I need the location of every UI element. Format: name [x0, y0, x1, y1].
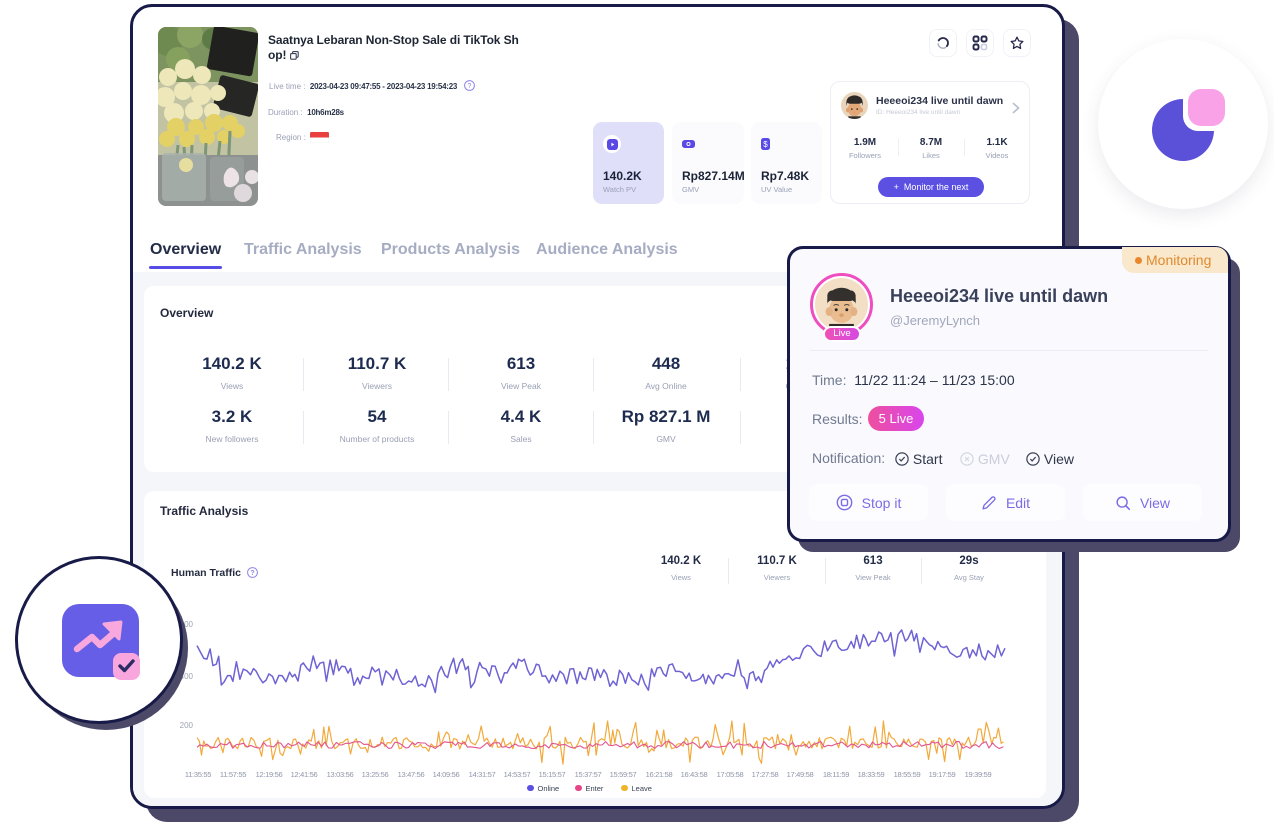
- svg-text:200: 200: [180, 721, 194, 730]
- svg-text:?: ?: [250, 570, 254, 577]
- svg-text:$: $: [763, 140, 768, 149]
- svg-text:400: 400: [180, 672, 194, 681]
- svg-text:?: ?: [467, 83, 471, 90]
- svg-text:600: 600: [180, 620, 194, 629]
